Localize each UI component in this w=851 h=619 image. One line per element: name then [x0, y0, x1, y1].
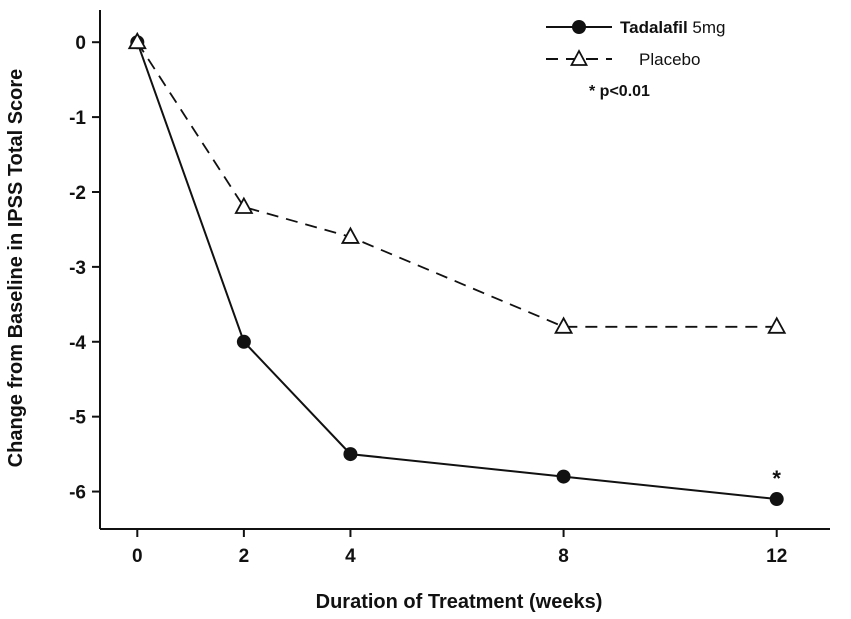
series-line-tadalafil-5mg: [136, 41, 777, 501]
marker-placebo-week-8: [554, 316, 574, 334]
x-axis-title: Duration of Treatment (weeks): [316, 591, 603, 613]
marker-placebo-week-2: [234, 196, 254, 214]
marker-placebo-week-0: [127, 31, 147, 50]
marker-tadalafil-week-8: [556, 469, 571, 484]
legend-open-triangle-icon: [569, 49, 589, 66]
axes: 0 -1 -2 -3 -4 -5 -6 0 2 4 8 12: [69, 10, 830, 567]
y-tick-label: -6: [69, 483, 86, 504]
series-lines: [136, 41, 777, 501]
y-tick-label: -2: [69, 183, 86, 204]
significance-asterisk: *: [772, 466, 781, 491]
series-line-placebo: [136, 41, 777, 328]
legend-filled-circle-icon: [572, 20, 586, 34]
x-tick-label: 12: [766, 546, 787, 567]
y-tick-label: -3: [69, 258, 86, 279]
y-tick-label: -1: [69, 108, 86, 129]
x-tick-label: 4: [345, 546, 356, 567]
y-tick-label: -4: [69, 333, 86, 354]
marker-placebo-week-12: [767, 316, 787, 334]
marker-tadalafil-week-2: [236, 334, 251, 349]
marker-tadalafil-week-12: [769, 492, 784, 507]
marker-placebo-week-4: [340, 226, 360, 244]
y-tick-label: 0: [75, 33, 86, 54]
legend-label: Placebo: [639, 50, 700, 69]
x-tick-label: 0: [132, 546, 143, 567]
legend-label: Tadalafil 5mg: [620, 18, 726, 37]
y-axis-title: Change from Baseline in IPSS Total Score: [5, 69, 27, 468]
y-tick-label: -5: [69, 408, 86, 429]
legend-significance-note: * p<0.01: [589, 83, 650, 100]
legend: Tadalafil 5mg Placebo * p<0.01: [546, 18, 726, 100]
x-tick-label: 8: [558, 546, 569, 567]
x-tick-label: 2: [239, 546, 250, 567]
series-markers: [127, 31, 787, 507]
marker-tadalafil-week-4: [343, 447, 358, 462]
